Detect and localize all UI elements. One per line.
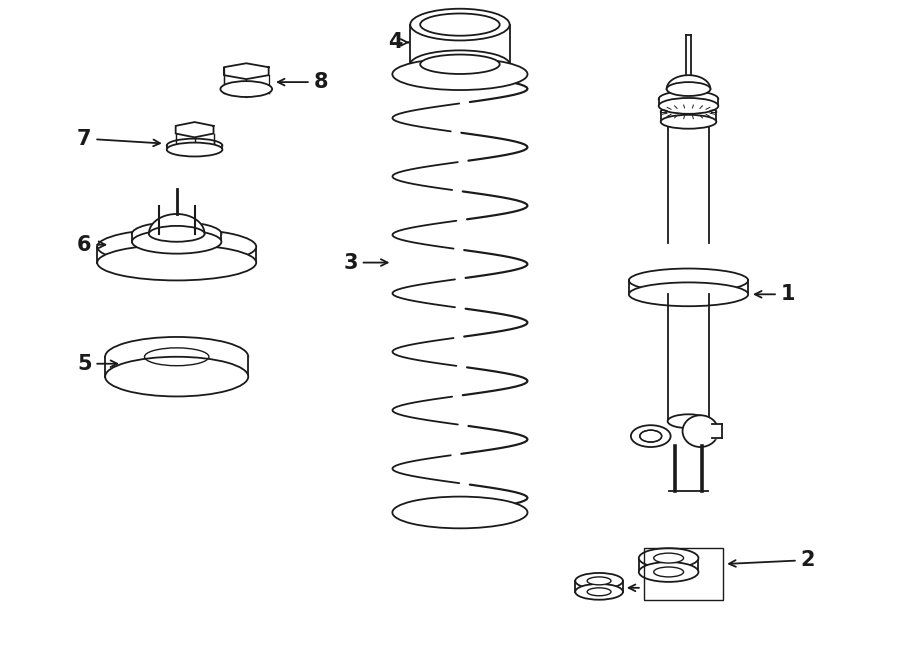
Polygon shape bbox=[668, 295, 709, 421]
Text: 2: 2 bbox=[729, 550, 815, 570]
Ellipse shape bbox=[682, 415, 718, 447]
Text: 4: 4 bbox=[388, 32, 409, 52]
Ellipse shape bbox=[105, 337, 248, 377]
Ellipse shape bbox=[668, 414, 709, 428]
Ellipse shape bbox=[97, 245, 256, 281]
Ellipse shape bbox=[132, 222, 221, 246]
Ellipse shape bbox=[148, 226, 204, 242]
Ellipse shape bbox=[631, 425, 670, 447]
Polygon shape bbox=[639, 558, 698, 572]
Text: 7: 7 bbox=[77, 128, 160, 149]
Ellipse shape bbox=[410, 50, 509, 78]
Ellipse shape bbox=[392, 58, 527, 90]
Polygon shape bbox=[148, 214, 204, 234]
Ellipse shape bbox=[166, 142, 222, 156]
Ellipse shape bbox=[639, 562, 698, 582]
Ellipse shape bbox=[132, 230, 221, 254]
Ellipse shape bbox=[639, 548, 698, 568]
Text: 5: 5 bbox=[77, 354, 117, 374]
Ellipse shape bbox=[575, 573, 623, 589]
Ellipse shape bbox=[629, 269, 748, 293]
Ellipse shape bbox=[575, 584, 623, 600]
Ellipse shape bbox=[629, 283, 748, 307]
Ellipse shape bbox=[420, 54, 500, 74]
Polygon shape bbox=[629, 281, 748, 295]
Ellipse shape bbox=[640, 430, 662, 442]
Text: 1: 1 bbox=[755, 284, 796, 305]
Text: 3: 3 bbox=[344, 253, 388, 273]
Polygon shape bbox=[659, 99, 718, 106]
Ellipse shape bbox=[587, 588, 611, 596]
Ellipse shape bbox=[661, 105, 716, 118]
Ellipse shape bbox=[166, 138, 222, 152]
Polygon shape bbox=[224, 64, 268, 79]
Polygon shape bbox=[410, 24, 509, 64]
Polygon shape bbox=[686, 34, 691, 74]
Text: 8: 8 bbox=[278, 72, 328, 92]
Polygon shape bbox=[166, 146, 222, 150]
Polygon shape bbox=[575, 581, 623, 592]
Bar bbox=[644, 548, 724, 600]
Ellipse shape bbox=[659, 91, 718, 107]
Ellipse shape bbox=[392, 496, 527, 528]
Ellipse shape bbox=[667, 82, 710, 96]
Polygon shape bbox=[668, 122, 709, 243]
Ellipse shape bbox=[97, 229, 256, 265]
Ellipse shape bbox=[653, 553, 683, 563]
Ellipse shape bbox=[220, 81, 272, 97]
Ellipse shape bbox=[661, 115, 716, 128]
Polygon shape bbox=[176, 122, 213, 137]
Polygon shape bbox=[176, 134, 194, 153]
Polygon shape bbox=[194, 134, 213, 153]
Ellipse shape bbox=[653, 567, 683, 577]
Polygon shape bbox=[713, 424, 723, 438]
Ellipse shape bbox=[659, 98, 718, 114]
Ellipse shape bbox=[420, 13, 500, 36]
Ellipse shape bbox=[587, 577, 611, 585]
Ellipse shape bbox=[105, 357, 248, 397]
Polygon shape bbox=[105, 357, 248, 377]
Polygon shape bbox=[661, 112, 716, 122]
Polygon shape bbox=[132, 234, 221, 242]
Polygon shape bbox=[224, 75, 247, 97]
Polygon shape bbox=[667, 75, 710, 89]
Text: 6: 6 bbox=[77, 235, 105, 255]
Polygon shape bbox=[97, 247, 256, 263]
Polygon shape bbox=[247, 75, 268, 97]
Ellipse shape bbox=[410, 9, 509, 40]
